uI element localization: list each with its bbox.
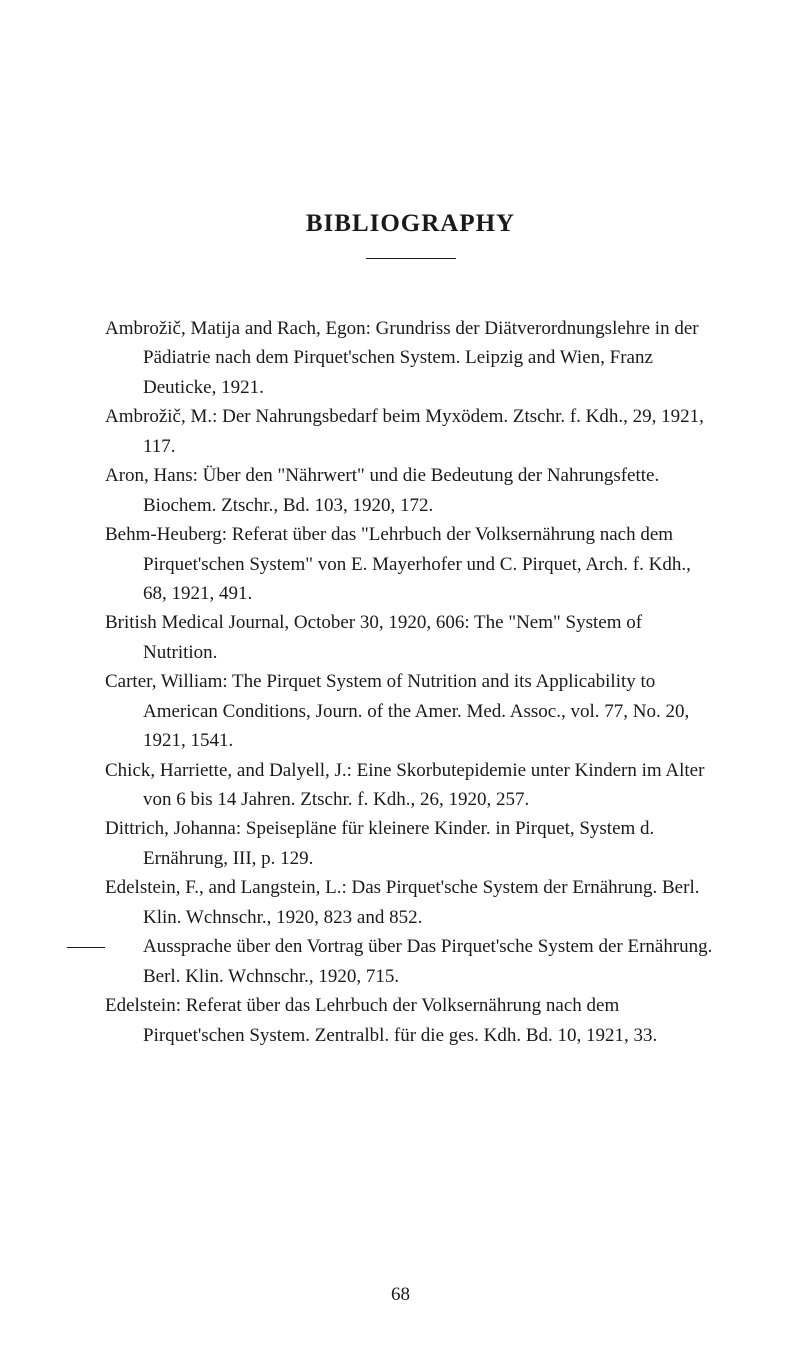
bibliography-entry: British Medical Journal, October 30, 192…: [105, 608, 716, 667]
bibliography-entry: Ambrožič, M.: Der Nahrungsbedarf beim My…: [105, 402, 716, 461]
bibliography-entries: Ambrožič, Matija and Rach, Egon: Grundri…: [105, 314, 716, 1050]
bibliography-entry: Chick, Harriette, and Dalyell, J.: Eine …: [105, 756, 716, 815]
title-divider: [366, 258, 456, 259]
bibliography-title: BIBLIOGRAPHY: [105, 210, 716, 238]
bibliography-entry: Edelstein, F., and Langstein, L.: Das Pi…: [105, 873, 716, 932]
continuation-dash: ——: [105, 932, 143, 961]
bibliography-entry: Aron, Hans: Über den "Nährwert" und die …: [105, 461, 716, 520]
bibliography-entry-continuation: ——Aussprache über den Vortrag über Das P…: [105, 932, 716, 991]
bibliography-entry: Carter, William: The Pirquet System of N…: [105, 667, 716, 755]
bibliography-entry: Dittrich, Johanna: Speisepläne für klein…: [105, 814, 716, 873]
bibliography-entry: Ambrožič, Matija and Rach, Egon: Grundri…: [105, 314, 716, 402]
page-number: 68: [391, 1284, 410, 1306]
bibliography-entry: Behm-Heuberg: Referat über das "Lehrbuch…: [105, 520, 716, 608]
continuation-text: Aussprache über den Vortrag über Das Pir…: [143, 936, 712, 986]
bibliography-entry: Edelstein: Referat über das Lehrbuch der…: [105, 991, 716, 1050]
